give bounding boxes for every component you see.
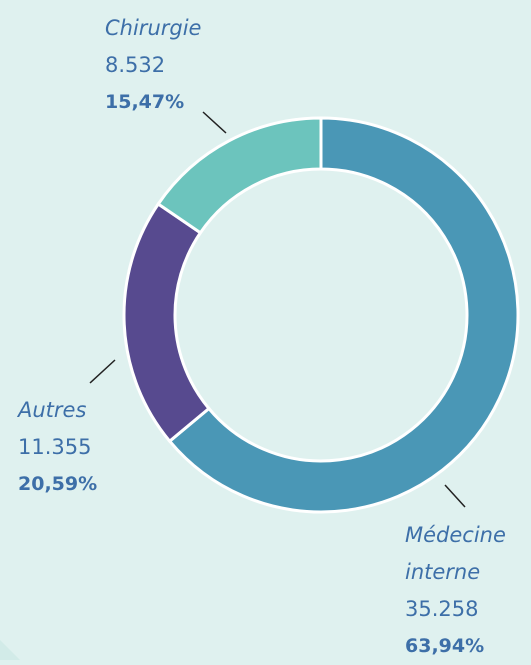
percentage-label: 20,59% [18,473,98,495]
category-label: Médecine interne [405,523,506,584]
label-group: Chirurgie 8.532 15,47% [105,10,305,121]
donut-slice [167,116,520,514]
leader-line [89,359,116,384]
percentage-label: 63,94% [405,635,485,657]
leader-line [202,111,227,134]
background-corner [0,640,20,660]
label-group: Médecine interne 35.258 63,94% [405,517,529,665]
value-label: 11.355 [18,435,92,459]
percentage-label: 15,47% [105,91,185,113]
value-label: 35.258 [405,597,479,621]
category-label: Autres [18,398,87,422]
value-label: 8.532 [105,53,166,77]
category-label: Chirurgie [105,16,202,40]
donut-slice [156,116,323,235]
label-group: Autres 11.355 20,59% [18,392,218,503]
leader-line [444,484,466,508]
